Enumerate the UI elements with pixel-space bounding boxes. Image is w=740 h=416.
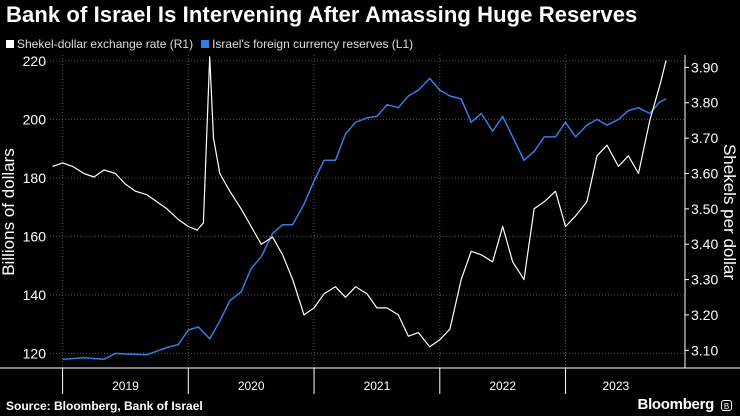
legend: Shekel-dollar exchange rate (R1) Israel'… [6,37,413,51]
legend-label-reserves: Israel's foreign currency reserves (L1) [212,37,414,51]
x-tick-label: 2019 [112,379,139,393]
source-note: Source: Bloomberg, Bank of Israel [6,399,203,413]
legend-label-exchange-rate: Shekel-dollar exchange rate (R1) [17,37,194,51]
y-tick-right: 3.70 [691,130,718,146]
y-tick-right: 3.30 [691,272,718,288]
y-tick-right: 3.60 [691,165,718,181]
y-tick-left: 220 [23,53,47,69]
x-tick-label: 2021 [364,379,391,393]
y-tick-left: 140 [23,287,47,303]
y-tick-left: 160 [23,228,47,244]
y-tick-left: 200 [23,111,47,127]
y-tick-right: 3.10 [691,342,718,358]
reserves-line [62,77,667,360]
chart-title: Bank of Israel Is Intervening After Amas… [6,2,638,27]
exchange-rate-line [52,56,667,348]
y-tick-left: 180 [23,170,47,186]
y-axis-label-right: Shekels per dollar [720,144,739,280]
x-tick-label: 2020 [238,379,265,393]
x-tick-label: 2022 [489,379,516,393]
y-tick-right: 3.40 [691,236,718,252]
legend-swatch-reserves [201,40,210,48]
y-tick-right: 3.80 [691,95,718,111]
brand-logo: Bloomberg [637,396,715,413]
y-tick-right: 3.50 [691,201,718,217]
x-tick-label: 2023 [602,379,629,393]
legend-item-exchange-rate: Shekel-dollar exchange rate (R1) [6,37,193,51]
y-tick-right: 3.20 [691,307,718,323]
y-tick-left: 120 [23,345,47,361]
y-axis-label-left: Billions of dollars [0,148,18,276]
legend-swatch-exchange-rate [6,40,14,48]
legend-item-reserves: Israel's foreign currency reserves (L1) [201,37,413,51]
bloomberg-icon: B [721,400,732,411]
y-tick-right: 3.90 [691,59,718,75]
